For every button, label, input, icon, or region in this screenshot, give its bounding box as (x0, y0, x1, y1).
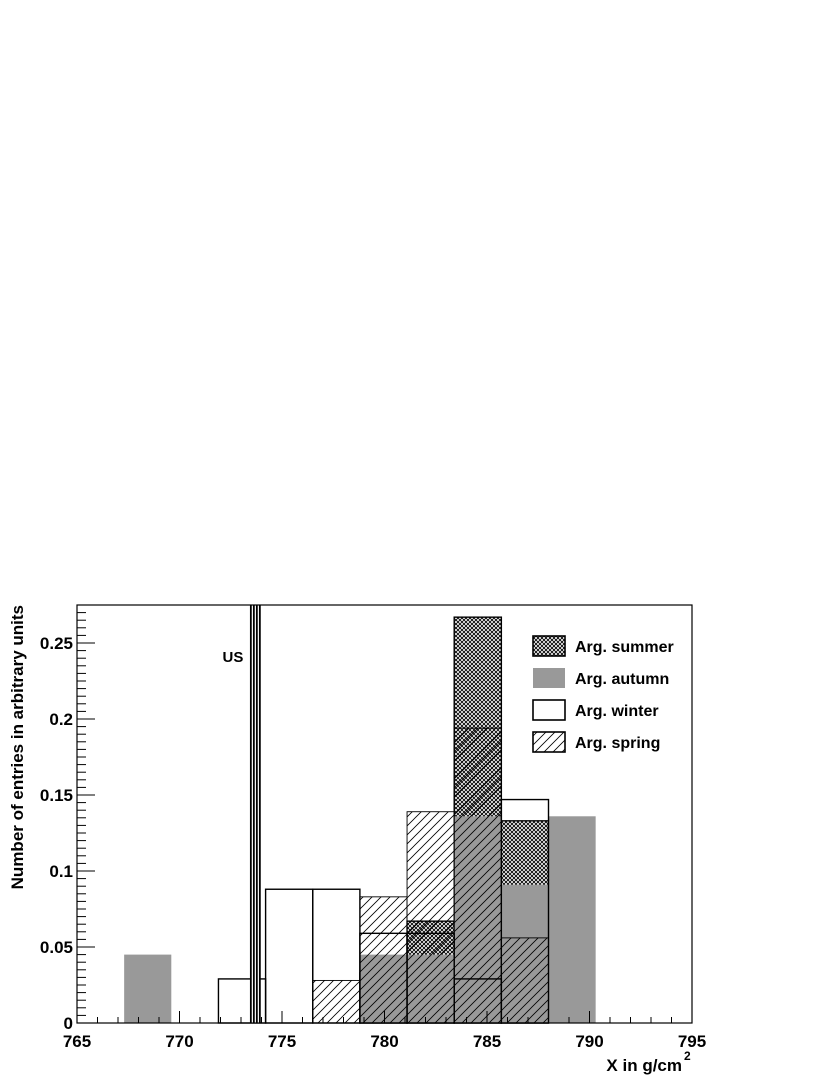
x-axis-title: X in g/cm (606, 1056, 682, 1075)
y-tick-label-3: 0.15 (40, 786, 73, 805)
x-tick-label-1: 770 (165, 1032, 193, 1051)
legend-label-arg-summer: Arg. summer (575, 639, 674, 656)
bar-arg-winter-3 (264, 888, 314, 1024)
axis-titles: X in g/cm 2 Number of entries in arbitrary… (8, 605, 691, 1075)
axes-layer: 765 770 775 780 785 790 795 0 0.05 0.1 0.15 0.2 0.25 (40, 604, 706, 1051)
x-tick-label-2: 775 (268, 1032, 296, 1051)
us-marker-layer: US (223, 605, 261, 1023)
x-tick-label-4: 785 (473, 1032, 501, 1051)
legend-swatch-arg-winter (532, 699, 566, 721)
x-axis-title-superscript: 2 (684, 1049, 691, 1063)
x-tick-label-6: 795 (678, 1032, 706, 1051)
annotation-us: US (223, 649, 244, 666)
legend-swatch-arg-autumn (533, 668, 565, 688)
x-tick-label-3: 780 (370, 1032, 398, 1051)
legend-swatch-arg-spring (532, 731, 566, 753)
bar-arg-autumn-0 (124, 954, 172, 1023)
x-tick-label-0: 765 (63, 1032, 91, 1051)
y-tick-label-4: 0.2 (49, 710, 73, 729)
legend: Arg. summer Arg. autumn Arg. winter Arg. sp… (532, 635, 674, 753)
y-axis-title: Number of entries in arbitrary units (8, 605, 27, 889)
legend-label-arg-autumn: Arg. autumn (575, 671, 669, 688)
legend-label-arg-spring: Arg. spring (575, 735, 660, 752)
bar-arg-autumn-9 (548, 816, 596, 1023)
bar-arg-spring-5 (359, 896, 408, 1024)
y-tick-label-2: 0.1 (49, 862, 73, 881)
bars-layer (124, 616, 596, 1024)
bar-arg-spring-6 (406, 811, 455, 1024)
x-tick-label-5: 790 (575, 1032, 603, 1051)
legend-label-arg-winter: Arg. winter (575, 703, 659, 720)
us-marker-band (250, 605, 261, 1023)
y-tick-label-0: 0 (64, 1014, 73, 1033)
bar-arg-spring-7 (453, 727, 502, 1024)
bar-arg-spring-8 (500, 937, 549, 1024)
y-tick-label-1: 0.05 (40, 938, 73, 957)
y-tick-label-5: 0.25 (40, 634, 73, 653)
legend-swatch-arg-summer (532, 635, 566, 657)
bar-arg-spring-4 (312, 979, 361, 1024)
